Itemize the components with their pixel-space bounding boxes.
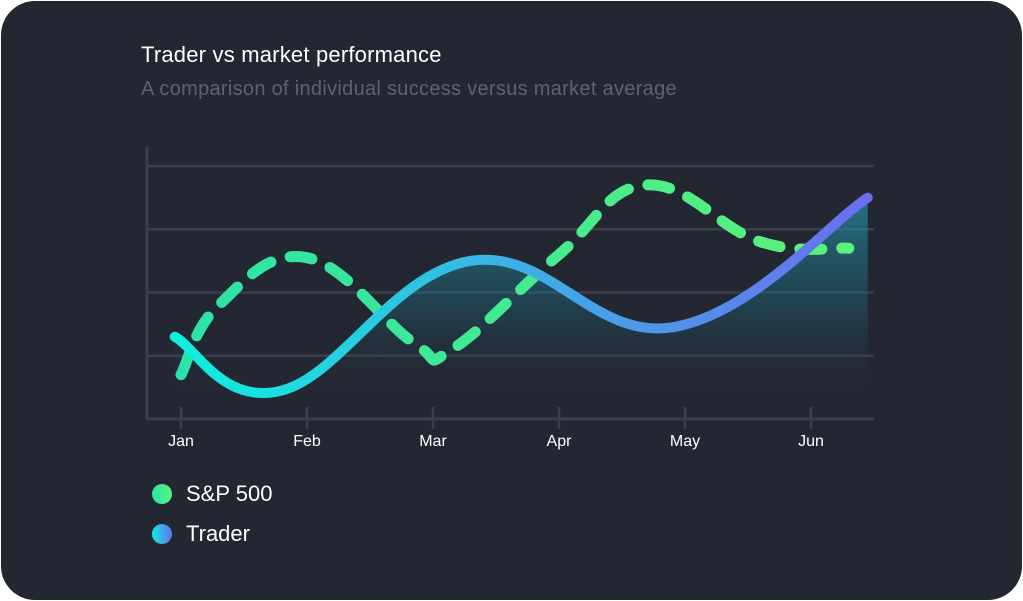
sp500-line	[175, 179, 855, 381]
legend-swatch	[152, 524, 172, 544]
legend-label: Trader	[186, 521, 250, 546]
legend-item-sp500: S&P 500	[152, 474, 272, 514]
x-tick-label-apr: Apr	[547, 433, 573, 450]
x-tick-label-may: May	[670, 433, 700, 450]
x-tick-label-feb: Feb	[293, 433, 321, 450]
trader-line	[169, 192, 873, 398]
legend-item-trader: Trader	[152, 514, 272, 554]
x-tick-label-mar: Mar	[419, 433, 447, 450]
x-tick-label-jan: Jan	[168, 433, 194, 450]
chart-series	[169, 179, 873, 399]
x-axis-ticks: Jan Feb Mar Apr May Jun	[168, 407, 824, 450]
chart-title: Trader vs market performance	[141, 42, 442, 67]
legend-swatch	[152, 484, 172, 504]
legend-label: S&P 500	[186, 481, 273, 506]
x-tick-label-jun: Jun	[798, 433, 824, 450]
trader-area	[174, 197, 868, 399]
chart-subtitle: A comparison of individual success versu…	[141, 78, 677, 100]
chart-legend: S&P 500 Trader	[152, 474, 272, 554]
